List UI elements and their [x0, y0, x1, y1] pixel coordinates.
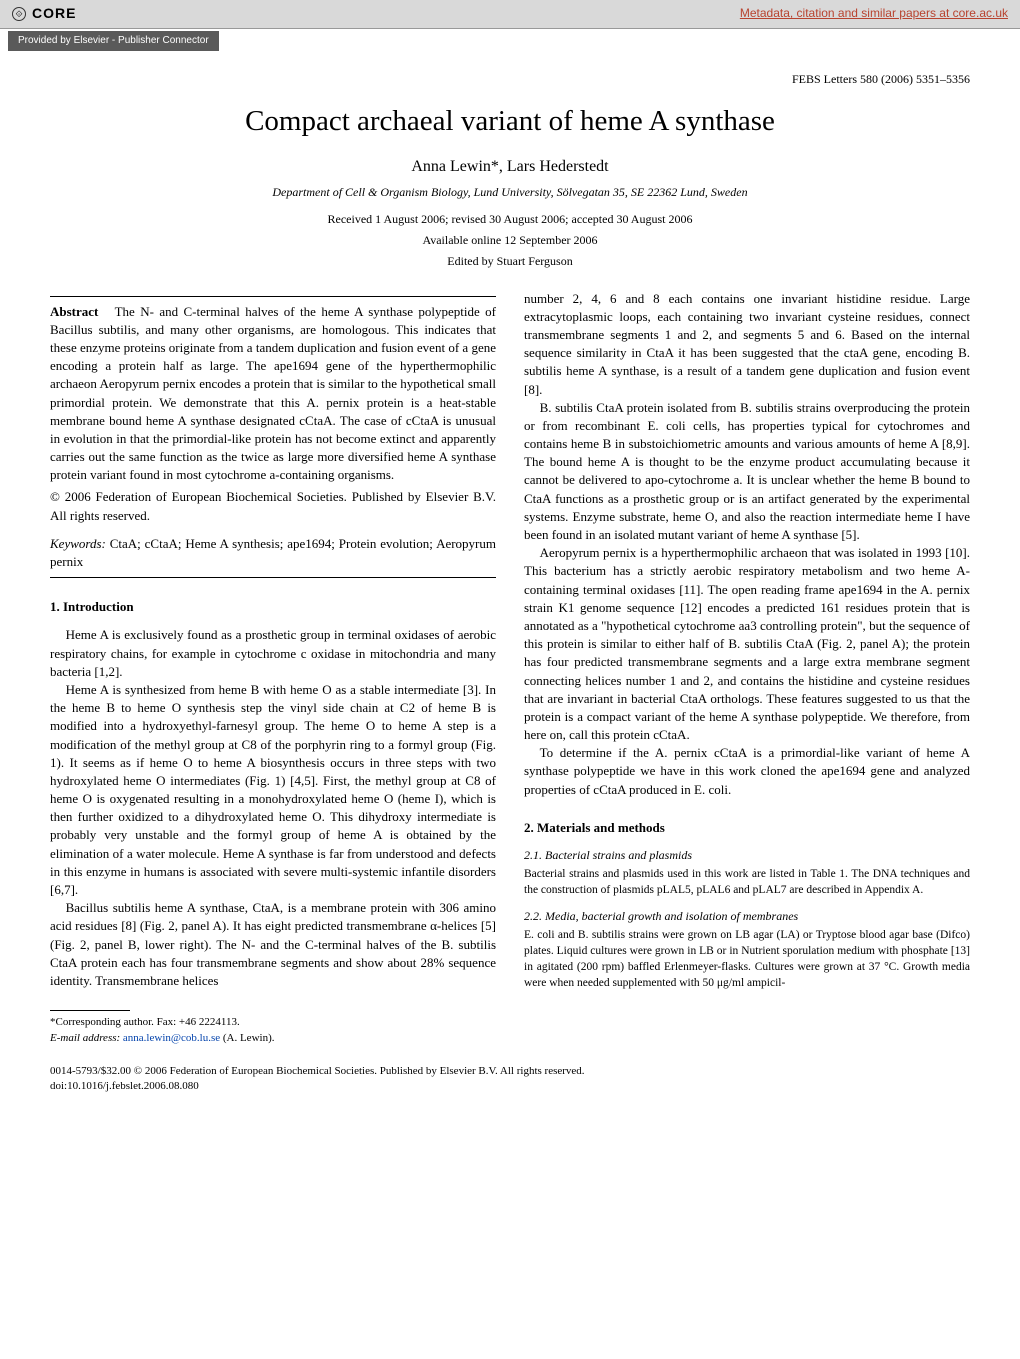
- abstract-text: The N- and C-terminal halves of the heme…: [50, 304, 496, 483]
- keywords-label: Keywords:: [50, 536, 106, 551]
- core-banner: ⟐ CORE Metadata, citation and similar pa…: [0, 0, 1020, 29]
- provided-by-wrapper: Provided by Elsevier - Publisher Connect…: [0, 29, 1020, 51]
- core-label: CORE: [32, 4, 76, 24]
- abstract-label: Abstract: [50, 304, 98, 319]
- methods-s1-text: Bacterial strains and plasmids used in t…: [524, 866, 970, 898]
- footnote-email: E-mail address: anna.lewin@cob.lu.se (A.…: [50, 1031, 496, 1046]
- methods-s2-heading: 2.2. Media, bacterial growth and isolati…: [524, 908, 970, 925]
- rule-top: [50, 296, 496, 297]
- core-brand: ⟐ CORE: [12, 4, 76, 24]
- footer-line1: 0014-5793/$32.00 © 2006 Federation of Eu…: [50, 1064, 970, 1079]
- right-p4: To determine if the A. pernix cCtaA is a…: [524, 744, 970, 799]
- intro-p1: Heme A is exclusively found as a prosthe…: [50, 626, 496, 681]
- email-label: E-mail address:: [50, 1032, 120, 1044]
- methods-s1-heading: 2.1. Bacterial strains and plasmids: [524, 847, 970, 864]
- rule-bottom: [50, 577, 496, 578]
- abstract-copyright: © 2006 Federation of European Biochemica…: [50, 488, 496, 524]
- available-line: Available online 12 September 2006: [50, 232, 970, 249]
- footer-line2: doi:10.1016/j.febslet.2006.08.080: [50, 1079, 970, 1094]
- methods-s2-text: E. coli and B. subtilis strains were gro…: [524, 927, 970, 991]
- right-p3: Aeropyrum pernix is a hyperthermophilic …: [524, 544, 970, 744]
- keywords-text: CtaA; cCtaA; Heme A synthesis; ape1694; …: [50, 536, 496, 569]
- footnote-corresponding: *Corresponding author. Fax: +46 2224113.: [50, 1015, 496, 1030]
- edited-line: Edited by Stuart Ferguson: [50, 253, 970, 270]
- authors: Anna Lewin*, Lars Hederstedt: [50, 156, 970, 178]
- two-column-layout: Abstract The N- and C-terminal halves of…: [50, 290, 970, 1046]
- keywords-block: Keywords: CtaA; cCtaA; Heme A synthesis;…: [50, 535, 496, 571]
- right-p2: B. subtilis CtaA protein isolated from B…: [524, 399, 970, 545]
- intro-p2: Heme A is synthesized from heme B with h…: [50, 681, 496, 899]
- provided-by-label: Provided by Elsevier - Publisher Connect…: [8, 31, 219, 51]
- right-column: number 2, 4, 6 and 8 each contains one i…: [524, 290, 970, 1046]
- intro-p3: Bacillus subtilis heme A synthase, CtaA,…: [50, 899, 496, 990]
- received-line: Received 1 August 2006; revised 30 Augus…: [50, 211, 970, 228]
- core-icon: ⟐: [12, 7, 26, 21]
- intro-heading: 1. Introduction: [50, 598, 496, 616]
- metadata-link[interactable]: Metadata, citation and similar papers at…: [740, 5, 1008, 22]
- email-link[interactable]: anna.lewin@cob.lu.se: [123, 1032, 220, 1044]
- page-content: FEBS Letters 580 (2006) 5351–5356 Compac…: [0, 51, 1020, 1125]
- journal-header: FEBS Letters 580 (2006) 5351–5356: [50, 71, 970, 88]
- left-column: Abstract The N- and C-terminal halves of…: [50, 290, 496, 1046]
- abstract-block: Abstract The N- and C-terminal halves of…: [50, 303, 496, 485]
- right-p1: number 2, 4, 6 and 8 each contains one i…: [524, 290, 970, 399]
- email-suffix: (A. Lewin).: [223, 1032, 275, 1044]
- paper-title: Compact archaeal variant of heme A synth…: [50, 101, 970, 142]
- methods-heading: 2. Materials and methods: [524, 819, 970, 837]
- affiliation: Department of Cell & Organism Biology, L…: [50, 184, 970, 201]
- footnote-rule: [50, 1010, 130, 1011]
